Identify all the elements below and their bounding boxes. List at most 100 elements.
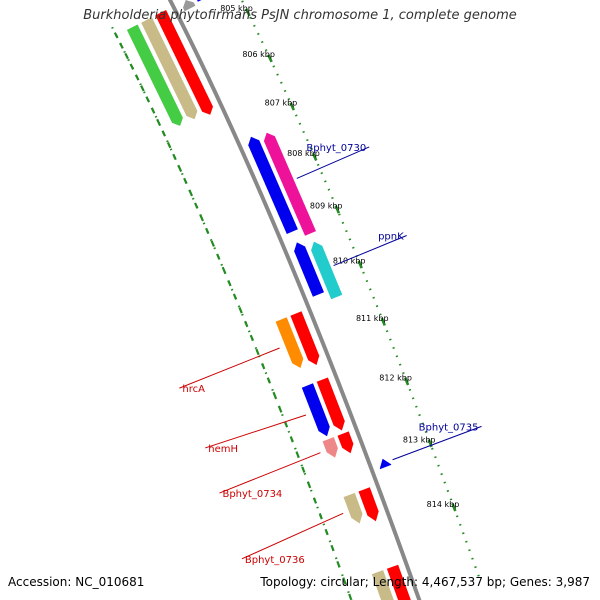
- major-tick-811: [380, 317, 386, 326]
- gene-label[interactable]: hemH: [208, 444, 238, 455]
- khaki-track-gene[interactable]: [141, 17, 198, 120]
- outer-minor-tick: [312, 497, 318, 504]
- outer-minor-tick: [210, 240, 215, 247]
- gene-layer: [126, 0, 412, 600]
- outer-minor-tick: [161, 130, 167, 137]
- outer-minor-tick: [172, 153, 177, 161]
- leader-line: [219, 452, 321, 494]
- outer-minor-tick: [278, 406, 283, 413]
- outer-minor-tick: [150, 107, 156, 114]
- pink-gene[interactable]: [322, 437, 338, 458]
- tick-label: 810 kbp: [333, 257, 366, 266]
- outer-minor-tick: [156, 118, 161, 126]
- cyan-gene[interactable]: [311, 241, 343, 300]
- gene-label-layer: Bphyt_0730 ppnK Bphyt_0735 hrcA hemH Bphyt_07…: [179, 143, 482, 566]
- outer-minor-tick: [119, 42, 124, 49]
- scale-ring-outer: [111, 26, 353, 600]
- outer-minor-tick: [289, 436, 294, 443]
- orange-gene[interactable]: [275, 317, 304, 368]
- major-tick-806: [267, 54, 273, 63]
- tick-label: 812 kbp: [379, 374, 412, 383]
- outer-minor-tick: [113, 32, 119, 39]
- gene-label[interactable]: ppnK: [378, 232, 404, 243]
- outer-minor-tick: [336, 560, 341, 568]
- khaki-gene-lower[interactable]: [343, 492, 363, 524]
- gene-label[interactable]: hrcA: [182, 384, 205, 395]
- green-track-gene[interactable]: [126, 24, 183, 126]
- red-gene-c[interactable]: [337, 431, 354, 454]
- outer-minor-tick: [145, 96, 151, 103]
- tick-label: 809 kbp: [310, 202, 343, 211]
- outer-minor-tick: [140, 85, 145, 92]
- leader-line: [205, 414, 307, 449]
- leader-line: [241, 512, 344, 560]
- outer-minor-tick: [221, 266, 227, 274]
- blue-track-gene-top[interactable]: [197, 0, 208, 2]
- major-tick-809: [334, 205, 341, 214]
- blue-gene-a[interactable]: [248, 136, 298, 234]
- tick-label: 811 kbp: [356, 314, 389, 323]
- outer-minor-tick: [342, 577, 347, 584]
- leader-line: [333, 235, 407, 267]
- major-tick-805: [244, 8, 251, 17]
- outer-minor-tick: [238, 307, 243, 314]
- outer-minor-tick: [134, 74, 140, 81]
- major-tick-808: [311, 152, 318, 161]
- outer-minor-tick: [183, 177, 188, 185]
- chromosome-backbone: [167, 0, 422, 600]
- outer-minor-tick: [216, 253, 221, 260]
- major-tick-812: [403, 377, 410, 386]
- outer-minor-tick: [324, 528, 329, 536]
- outer-minor-tick: [232, 293, 238, 300]
- outer-minor-tick: [272, 391, 277, 399]
- accession-text: Accession: NC_010681: [8, 575, 145, 589]
- major-tick-807: [289, 102, 295, 111]
- gene-label[interactable]: Bphyt_0730: [306, 143, 366, 154]
- blue-gene-c[interactable]: [301, 383, 330, 437]
- magenta-gene[interactable]: [263, 132, 316, 236]
- tick-label: 814 kbp: [427, 500, 460, 509]
- outer-minor-tick: [307, 481, 312, 489]
- outer-minor-tick: [205, 227, 210, 235]
- leader-line: [296, 146, 370, 179]
- blue-gene-b[interactable]: [294, 242, 324, 297]
- red-gene-d[interactable]: [358, 487, 379, 522]
- outer-minor-tick: [177, 165, 183, 173]
- outer-minor-tick: [301, 466, 306, 473]
- tick-label: 806 kbp: [242, 50, 275, 59]
- gene-label[interactable]: Bphyt_0736: [245, 555, 305, 566]
- red-gene-a[interactable]: [290, 311, 320, 365]
- tick-layer: 805 kbp 806 kbp 807 kbp 808 kbp 809 kbp 810 k…: [111, 0, 482, 600]
- red-gene-b[interactable]: [316, 377, 345, 431]
- outer-minor-tick: [295, 451, 300, 458]
- gene-label[interactable]: Bphyt_0734: [222, 489, 282, 500]
- tick-label: 808 kbp: [287, 149, 320, 158]
- outer-minor-tick: [227, 280, 232, 287]
- outer-minor-tick: [188, 190, 194, 197]
- outer-minor-tick: [194, 202, 199, 209]
- blue-small-gene[interactable]: [379, 458, 392, 470]
- outer-minor-tick: [166, 141, 172, 149]
- outer-minor-tick: [129, 63, 135, 70]
- khaki-gene-bottom[interactable]: [371, 570, 397, 600]
- outer-minor-tick: [283, 421, 289, 428]
- red-track-gene-upper[interactable]: [155, 10, 213, 115]
- gray-track-gene[interactable]: [183, 0, 196, 12]
- outer-minor-tick: [348, 593, 353, 600]
- red-gene-e[interactable]: [386, 564, 412, 600]
- outer-minor-tick: [249, 334, 255, 342]
- major-tick-814: [451, 503, 457, 512]
- leader-line: [179, 347, 280, 389]
- outer-minor-tick: [124, 52, 129, 60]
- map-title: Burkholderia phytofirmans PsJN chromosom…: [83, 8, 517, 23]
- gene-label[interactable]: Bphyt_0735: [419, 422, 479, 433]
- tick-label: 813 kbp: [403, 436, 436, 445]
- outer-minor-tick: [261, 362, 266, 370]
- outer-minor-tick: [266, 377, 271, 384]
- topology-summary: Topology: circular; Length: 4,467,537 bp…: [260, 575, 590, 589]
- outer-minor-tick: [255, 348, 260, 356]
- backbone-layer: [167, 0, 422, 600]
- major-tick-810: [357, 260, 363, 269]
